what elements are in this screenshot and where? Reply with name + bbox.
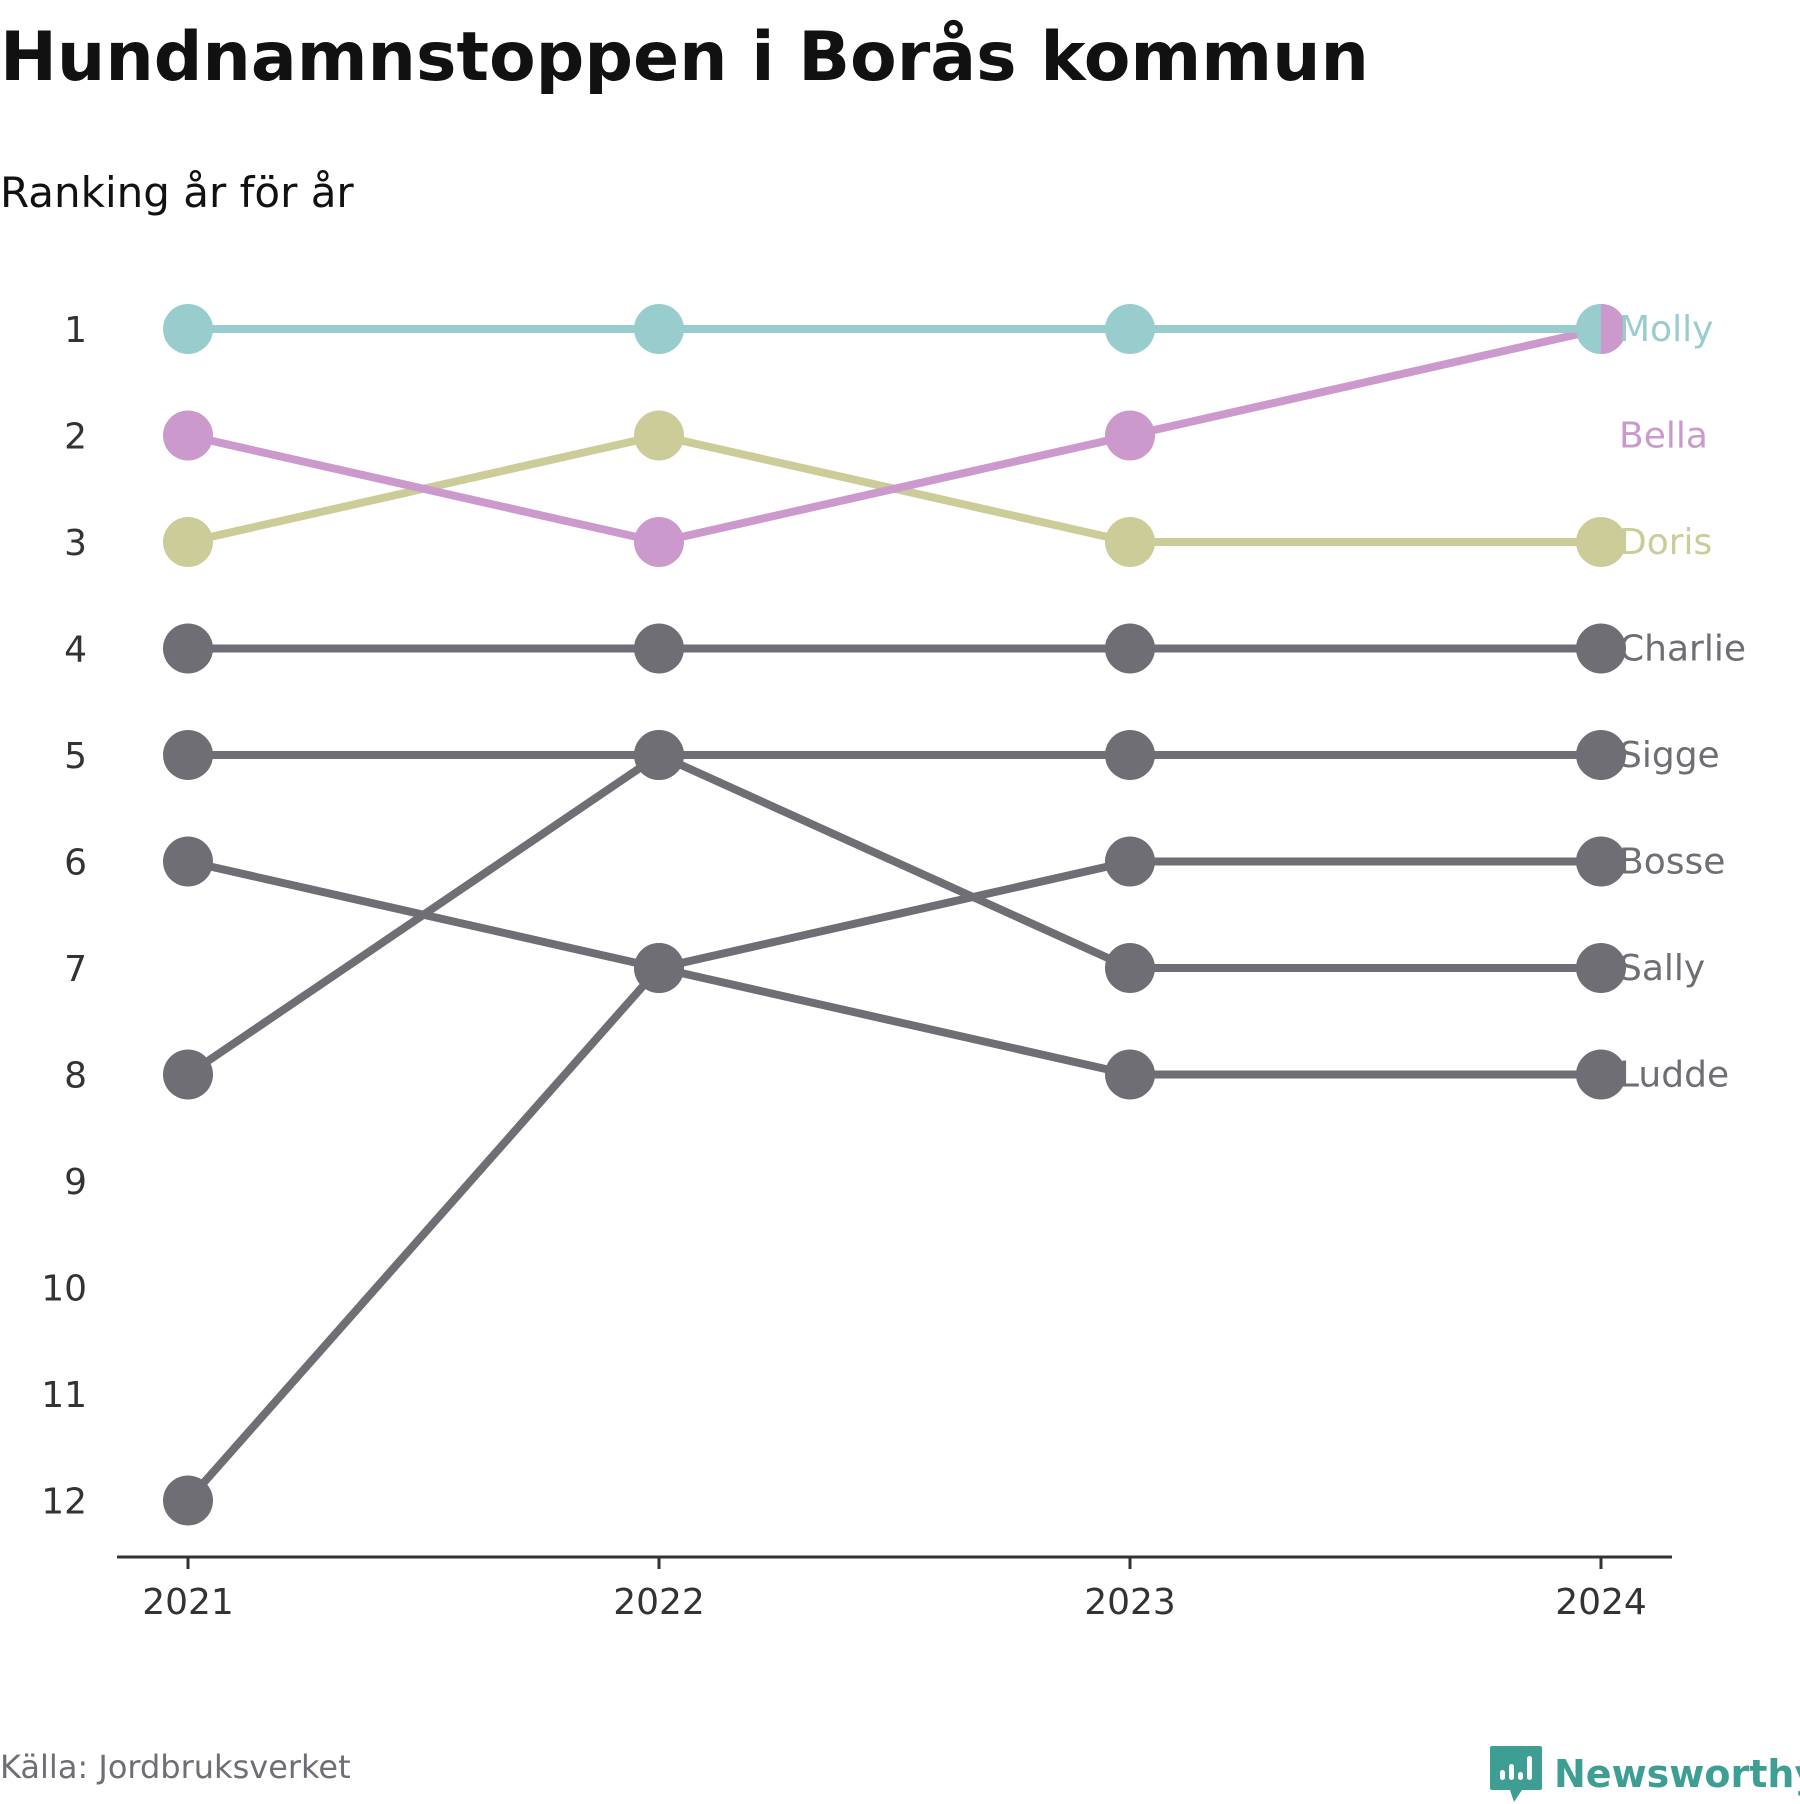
data-point — [634, 410, 684, 461]
y-tick-label: 3 — [64, 523, 87, 564]
y-tick-label: 6 — [64, 843, 87, 884]
series-line — [184, 857, 1605, 1505]
y-tick-label: 2 — [64, 417, 87, 458]
y-tick-label: 12 — [41, 1482, 87, 1523]
series-label-ludde: Ludde — [1619, 1055, 1729, 1096]
y-tick-label: 5 — [64, 736, 87, 777]
series-line — [184, 325, 1605, 546]
data-point — [1576, 1049, 1626, 1100]
series-ludde — [163, 836, 1626, 1100]
data-point — [634, 304, 684, 354]
data-point — [1576, 730, 1626, 780]
newsworthy-logo-icon — [1490, 1746, 1542, 1802]
data-point — [1576, 623, 1626, 674]
data-point — [163, 304, 213, 354]
source-note: Källa: Jordbruksverket — [0, 1748, 351, 1786]
x-tick-label: 2024 — [1555, 1582, 1647, 1623]
series-bella — [163, 304, 1626, 567]
brand: Newsworthy — [1488, 1744, 1800, 1804]
brand-name: Newsworthy — [1554, 1752, 1800, 1796]
data-point — [1105, 623, 1155, 674]
series-label-bosse: Bosse — [1619, 842, 1725, 883]
y-tick-label: 1 — [64, 310, 87, 351]
series-sigge — [163, 730, 1626, 780]
y-tick-label: 10 — [41, 1269, 87, 1310]
series-label-molly: Molly — [1619, 309, 1713, 350]
chart-title: Hundnamnstoppen i Borås kommun — [0, 18, 1369, 97]
data-point — [634, 730, 684, 780]
x-tick-label: 2023 — [1084, 1582, 1176, 1623]
y-tick-label: 8 — [64, 1056, 87, 1097]
series-charlie — [163, 623, 1626, 674]
data-point — [163, 410, 213, 461]
data-point — [1105, 410, 1155, 461]
series-label-bella: Bella — [1619, 416, 1708, 457]
x-axis: 2021 2022 2023 2024 — [117, 1555, 1672, 1623]
y-tick-label: 9 — [64, 1162, 87, 1203]
series-labels: Molly Bella Doris Charlie Sigge Bosse Sally Lud… — [1619, 309, 1746, 1096]
series-label-sally: Sally — [1619, 948, 1705, 989]
y-tick-label: 4 — [64, 630, 87, 671]
data-point — [1105, 1049, 1155, 1100]
data-point — [163, 1049, 213, 1100]
data-point — [163, 836, 213, 887]
data-point — [1105, 836, 1155, 887]
data-point — [163, 730, 213, 780]
shared-point-half — [1601, 304, 1626, 354]
data-point — [1105, 730, 1155, 780]
series-label-doris: Doris — [1619, 522, 1712, 563]
data-point — [163, 623, 213, 674]
x-tick-label: 2021 — [142, 1582, 234, 1623]
series-molly — [163, 304, 1626, 354]
y-tick-label: 11 — [41, 1375, 87, 1416]
y-tick-label: 7 — [64, 949, 87, 990]
series-layer — [163, 304, 1626, 1526]
data-point — [1105, 304, 1155, 354]
data-point — [163, 517, 213, 567]
series-label-charlie: Charlie — [1619, 629, 1746, 670]
data-point — [1105, 943, 1155, 993]
data-point — [1576, 517, 1626, 567]
x-tick-label: 2022 — [613, 1582, 705, 1623]
data-point — [1105, 517, 1155, 567]
data-point — [163, 1475, 213, 1526]
series-line — [184, 857, 1605, 1079]
data-point — [634, 943, 684, 993]
chart-subtitle: Ranking år för år — [0, 168, 354, 217]
data-point — [634, 623, 684, 674]
data-point — [1576, 836, 1626, 887]
data-point — [634, 517, 684, 567]
data-point — [1576, 943, 1626, 993]
series-label-sigge: Sigge — [1619, 735, 1720, 776]
